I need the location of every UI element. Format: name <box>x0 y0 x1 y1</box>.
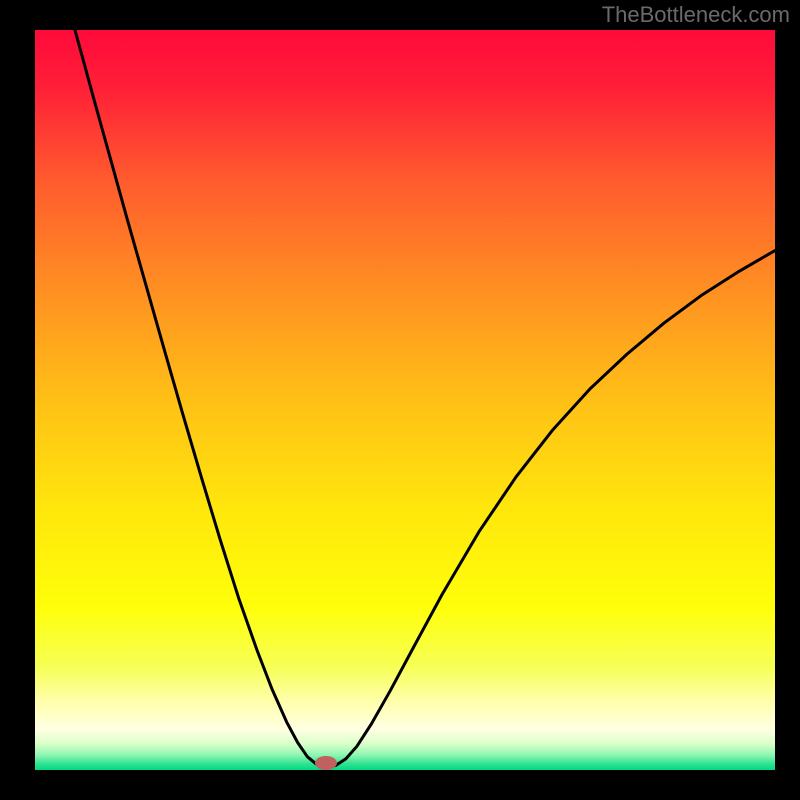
chart-plot-area <box>35 30 775 770</box>
chart-curve-layer <box>35 30 775 770</box>
watermark-text: TheBottleneck.com <box>602 2 790 28</box>
bottleneck-curve <box>75 30 775 767</box>
optimum-marker <box>315 756 337 770</box>
